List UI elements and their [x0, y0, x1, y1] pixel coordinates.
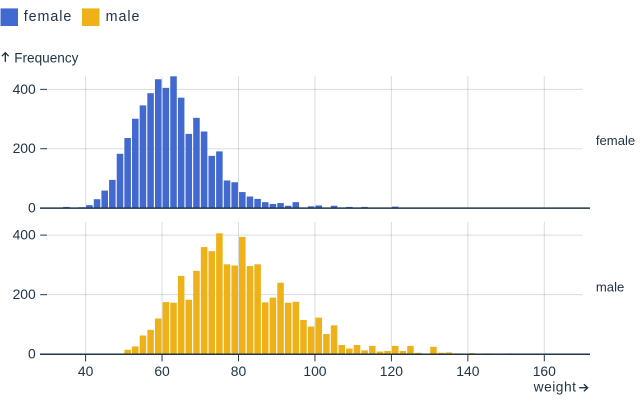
svg-text:140: 140 — [456, 363, 479, 379]
svg-text:0: 0 — [28, 346, 36, 362]
svg-text:100: 100 — [303, 363, 326, 379]
svg-text:female: female — [24, 9, 73, 25]
svg-text:male: male — [106, 9, 141, 25]
svg-text:120: 120 — [380, 363, 403, 379]
svg-text:400: 400 — [13, 81, 36, 97]
svg-text:160: 160 — [533, 363, 556, 379]
svg-text:40: 40 — [78, 363, 94, 379]
svg-text:200: 200 — [13, 140, 36, 156]
svg-text:200: 200 — [13, 286, 36, 302]
svg-text:400: 400 — [13, 227, 36, 243]
svg-text:0: 0 — [28, 200, 36, 216]
svg-text:80: 80 — [231, 363, 247, 379]
svg-text:male: male — [596, 279, 624, 294]
svg-text:female: female — [596, 133, 635, 148]
svg-text:Frequency: Frequency — [14, 51, 78, 66]
svg-text:weight: weight — [533, 379, 577, 394]
svg-text:60: 60 — [154, 363, 170, 379]
